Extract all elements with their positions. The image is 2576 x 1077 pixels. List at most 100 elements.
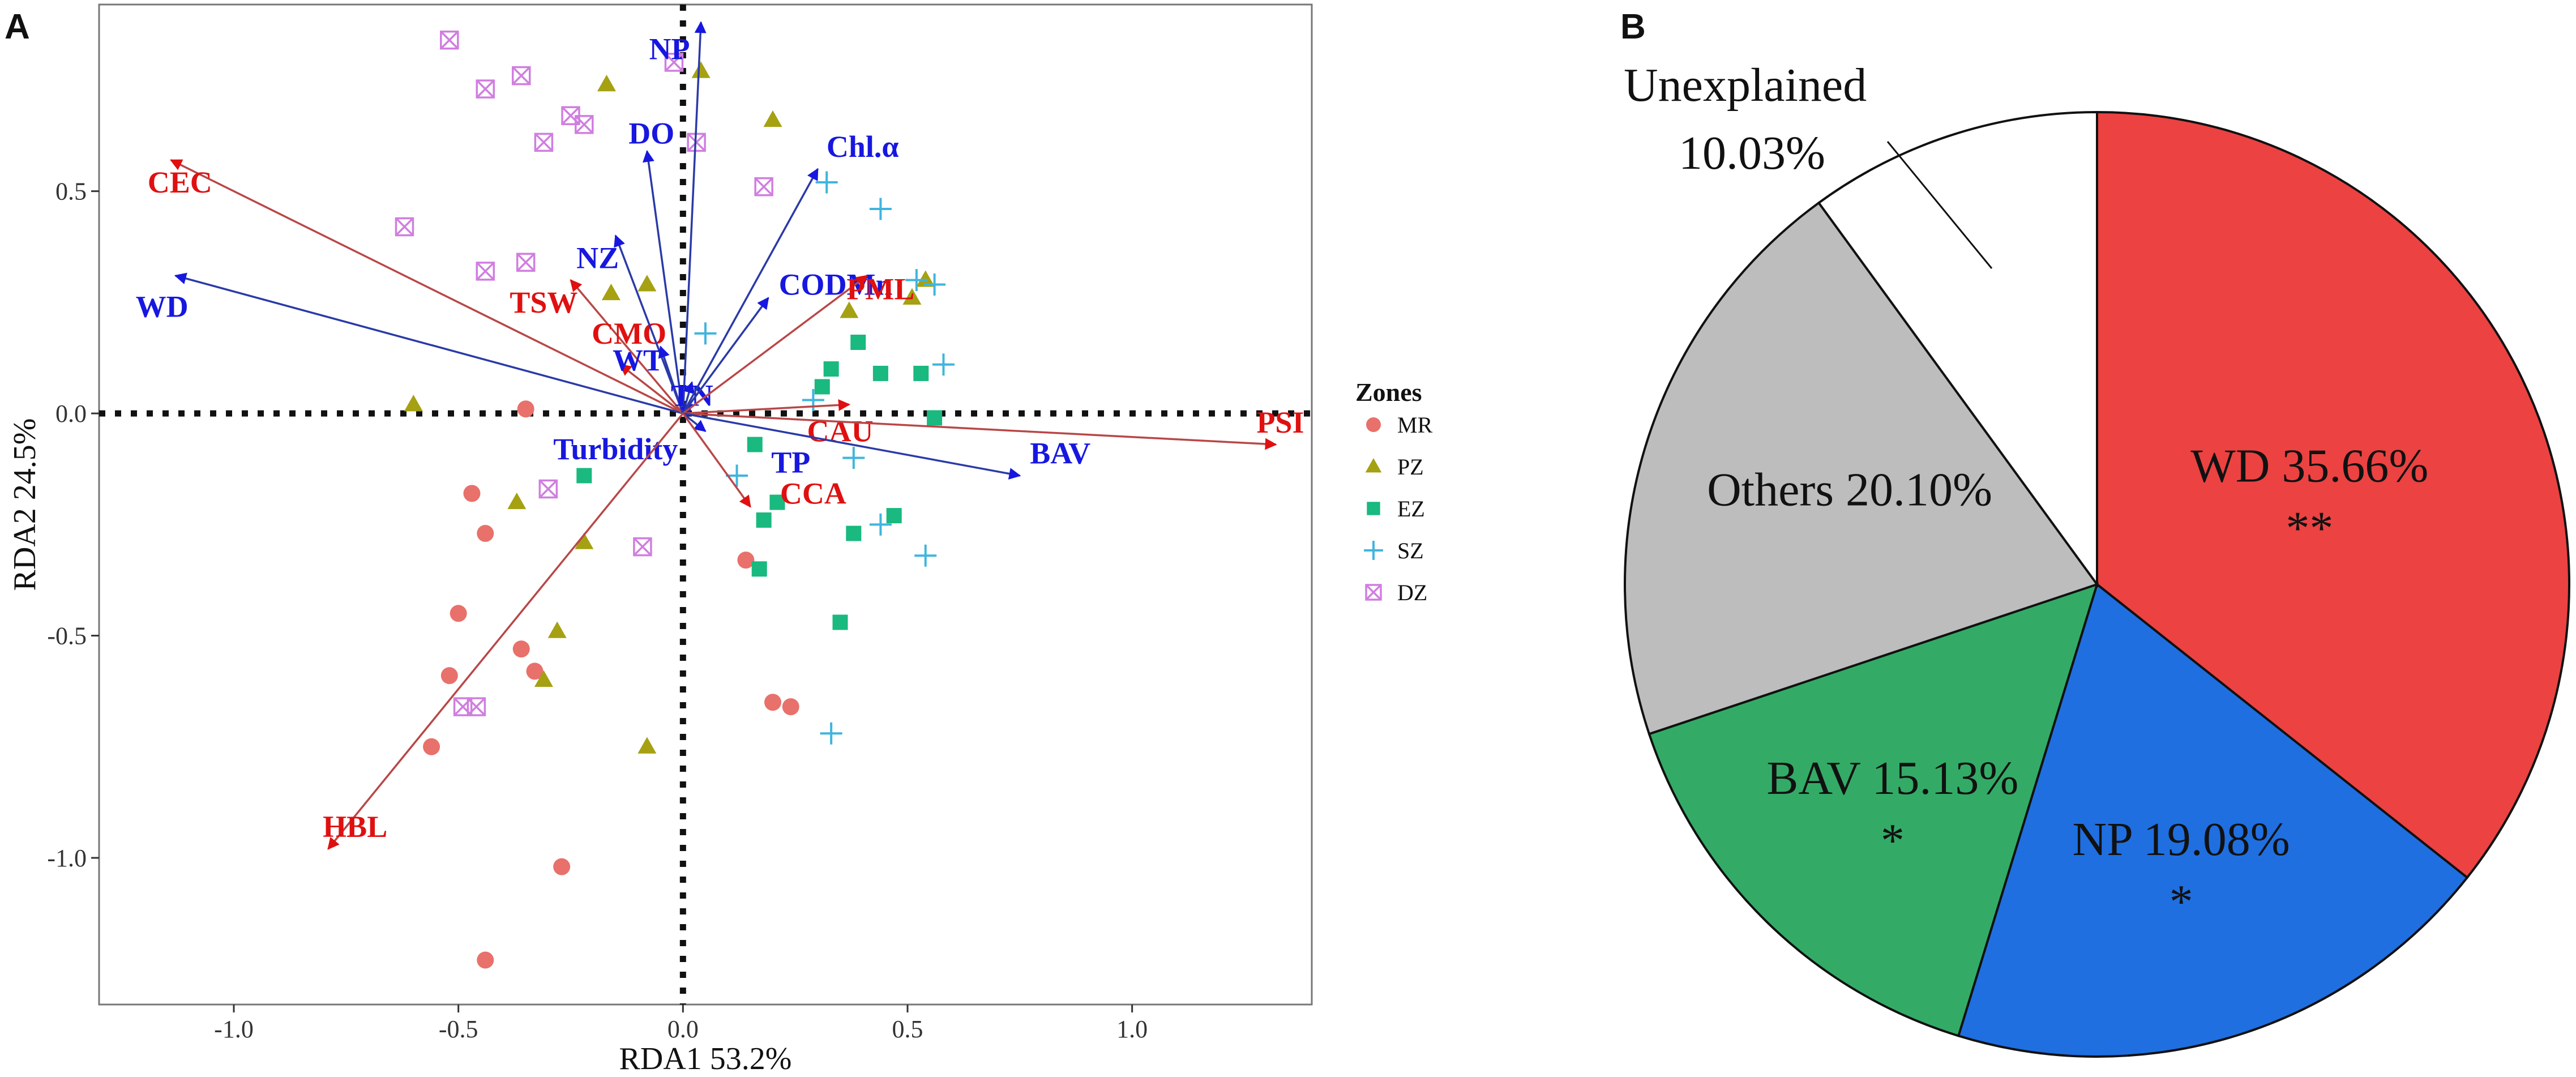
arrow-label-psi: PSI — [1256, 405, 1304, 439]
panel-a-label: A — [5, 7, 30, 46]
y-tick-label: 0.5 — [55, 178, 87, 206]
pie-label-others: Others 20.10% — [1707, 463, 1992, 516]
sample-point-pz — [916, 270, 935, 287]
legend-label-pz: PZ — [1397, 454, 1424, 480]
sample-point-mr — [477, 525, 494, 542]
sample-point-sz — [869, 198, 892, 220]
pie-label-wd: WD 35.66% — [2190, 439, 2428, 492]
sample-point-pz — [575, 532, 594, 549]
sample-point-ez — [846, 525, 862, 541]
sample-point-pz — [763, 110, 782, 127]
x-tick-label: -0.5 — [439, 1015, 478, 1043]
arrow-label-wd: WD — [136, 290, 189, 324]
pie-significance-np: * — [2170, 875, 2193, 928]
sample-point-sz — [923, 273, 946, 296]
sample-point-pz — [637, 275, 657, 292]
pie-slice-np — [1957, 582, 2469, 1058]
legend-key-sz — [1364, 541, 1383, 560]
sample-point-pz — [404, 395, 423, 412]
arrow-cec — [170, 159, 684, 414]
sample-point-dz — [575, 115, 594, 134]
sample-point-sz — [914, 544, 937, 567]
sample-point-ez — [576, 468, 592, 484]
legend-title: Zones — [1355, 378, 1422, 407]
arrow-label-hbl: HBL — [323, 810, 387, 844]
sample-point-pz — [902, 288, 922, 305]
unexplained-leader-line — [1886, 141, 1993, 269]
arrow-do — [643, 149, 684, 414]
sample-point-dz — [440, 31, 459, 50]
x-axis-title: RDA1 53.2% — [619, 1041, 792, 1076]
arrow-pml — [682, 275, 868, 414]
sample-point-ez — [747, 437, 763, 452]
sample-point-sz — [802, 389, 824, 412]
sample-point-mr — [512, 640, 530, 658]
arrow-label-codmn: CODMn — [779, 267, 893, 301]
sample-point-ez — [832, 614, 848, 630]
legend-label-ez: EZ — [1397, 496, 1425, 522]
arrow-tp — [682, 412, 707, 432]
sample-point-dz — [633, 537, 652, 557]
legend-label-dz: DZ — [1397, 580, 1427, 605]
unexplained-label-line1: Unexplained — [1624, 59, 1867, 112]
arrow-codmn — [682, 297, 769, 414]
pie-labels: WD 35.66% ** NP 19.08% * BAV 15.13% * Others 2… — [1707, 439, 2428, 928]
sample-point-ez — [872, 365, 888, 381]
x-tick-label: -1.0 — [214, 1015, 254, 1043]
sample-point-mr — [423, 738, 440, 755]
sample-point-pz — [597, 75, 616, 92]
arrow-label-do: DO — [628, 117, 674, 151]
x-tick-label: 1.0 — [1116, 1015, 1148, 1043]
sample-point-ez — [756, 512, 772, 528]
pie-slices — [1624, 110, 2570, 1058]
unexplained-label-line2: 10.03% — [1679, 127, 1825, 180]
sample-point-sz — [726, 464, 748, 487]
sample-point-mr — [517, 400, 534, 418]
arrow-nz — [614, 234, 684, 414]
arrow-wd — [174, 272, 683, 414]
sample-point-dz — [754, 177, 773, 196]
sample-point-ez — [850, 335, 866, 351]
sample-point-sz — [842, 447, 865, 469]
sample-point-dz — [511, 66, 531, 86]
sample-point-mr — [450, 605, 467, 622]
sample-point-pz — [691, 61, 711, 78]
x-tick-label: 0.0 — [667, 1015, 699, 1043]
legend-label-mr: MR — [1397, 412, 1433, 438]
sample-point-mr — [463, 485, 481, 502]
y-axis-title: RDA2 24.5% — [7, 418, 42, 591]
legend-key-mr — [1366, 417, 1381, 432]
legend-entries: MR PZ EZ SZ DZ — [1364, 412, 1433, 605]
sample-point-dz — [476, 79, 495, 99]
sample-point-dz — [476, 262, 495, 281]
arrow-chl — [682, 168, 819, 414]
pie-slice-wd — [2096, 110, 2570, 879]
y-tick-label: -0.5 — [47, 622, 87, 650]
rda-triplot: -1.0 -0.5 0.0 0.5 1.0 -1.0 -0.5 0.0 0.5 CEC WD TSW… — [7, 3, 1313, 1076]
arrow-tsw — [570, 279, 684, 414]
sample-point-sz — [932, 353, 955, 376]
zones-legend: Zones MR PZ EZ SZ DZ — [1355, 378, 1433, 605]
sample-point-mr — [782, 698, 799, 716]
sample-point-mr — [477, 951, 494, 969]
y-tick-label: -1.0 — [47, 844, 87, 872]
arrow-label-cca: CCA — [780, 476, 846, 510]
arrow-label-bav: BAV — [1030, 437, 1090, 471]
arrow-cau — [683, 399, 850, 414]
sample-point-dz — [538, 479, 558, 499]
x-tick-label: 0.5 — [892, 1015, 923, 1043]
rda-axis-ticks: -1.0 -0.5 0.0 0.5 1.0 -1.0 -0.5 0.0 0.5 — [47, 178, 1148, 1043]
arrow-label-chl: Chl.α — [827, 130, 899, 164]
sample-point-pz — [840, 301, 859, 318]
sample-point-dz — [395, 217, 414, 237]
sample-point-ez — [769, 494, 785, 510]
sample-point-ez — [913, 365, 929, 381]
arrow-label-wt: WT — [613, 343, 664, 377]
arrow-np — [682, 21, 707, 414]
sample-point-ez — [751, 561, 767, 577]
sample-point-sz — [694, 322, 717, 345]
arrow-bav — [683, 412, 1021, 480]
arrow-label-np: NP — [649, 32, 690, 66]
arrow-psi — [683, 412, 1277, 450]
